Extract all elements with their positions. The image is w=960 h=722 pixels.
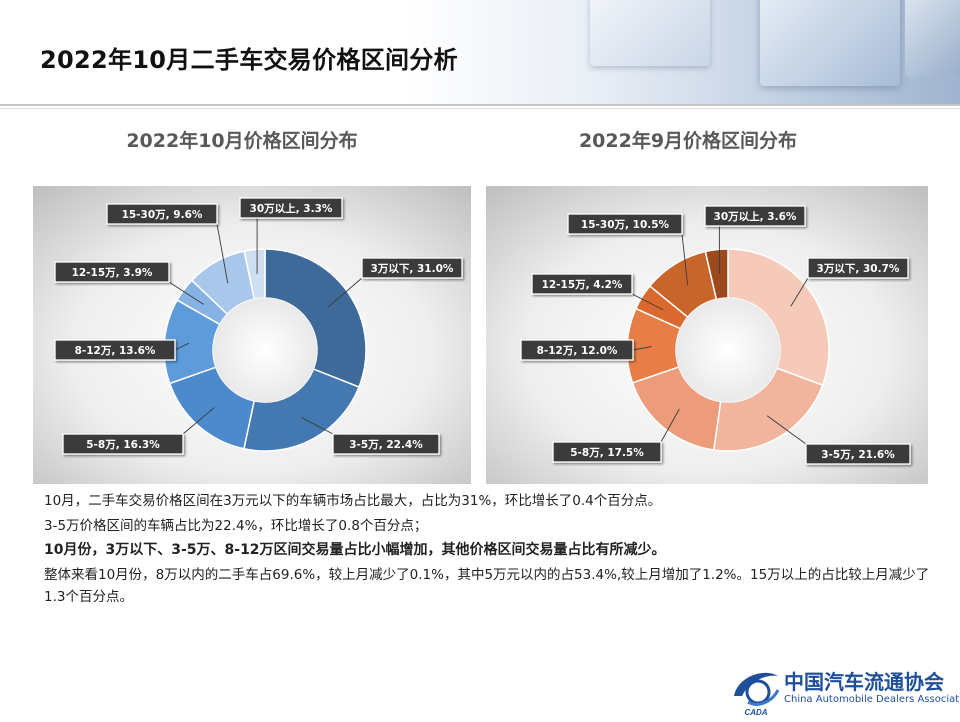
donut-center [676, 298, 780, 402]
page-title: 2022年10月二手车交易价格区间分析 [40, 46, 458, 74]
leader-line [790, 277, 809, 307]
cada-logo-icon: CADA [734, 672, 780, 717]
leader-line [766, 415, 807, 445]
header-banner: 2022年10月二手车交易价格区间分析 [0, 0, 960, 104]
data-label-text: 3万以下, 30.7% [817, 263, 900, 275]
donut-center [213, 298, 317, 402]
data-label: 3-5万, 21.6% [805, 443, 911, 465]
data-label-text: 30万以上, 3.3% [250, 202, 333, 215]
logo-name-en: China Automobile Dealers Association [784, 694, 960, 705]
data-label-text: 5-8万, 16.3% [86, 439, 160, 451]
leader-line [174, 342, 190, 351]
leader-line [632, 346, 652, 351]
data-label-text: 8-12万, 13.6% [75, 345, 156, 357]
data-label-text: 15-30万, 10.5% [581, 219, 670, 231]
leader-line [300, 417, 334, 435]
leader-line [660, 408, 680, 443]
data-label: 3万以下, 31.0% [361, 257, 463, 279]
donut-chart-october: 3万以下, 31.0% 3-5万, 22.4% 5-8万, 16.3% 8-12万, … [33, 186, 471, 484]
chart-title-september: 2022年9月价格区间分布 [578, 130, 798, 152]
data-label: 12-15万, 3.9% [54, 261, 170, 283]
analysis-line: 整体来看10月份，8万以内的二手车占69.6%，较上月减少了0.1%，其中5万元… [44, 566, 930, 605]
data-label: 3万以下, 30.7% [807, 257, 909, 279]
data-label: 5-8万, 17.5% [552, 441, 662, 463]
leader-line [216, 223, 229, 284]
data-label-text: 12-15万, 3.9% [72, 267, 153, 279]
association-logo: CADA 中国汽车流通协会 China Automobile Dealers A… [728, 662, 960, 718]
analysis-line: 3-5万价格区间的车辆占比为22.4%，环比增长了0.8个百分点； [44, 517, 428, 534]
data-label: 30万以上, 3.3% [239, 197, 343, 219]
logo-mark-text: CADA [744, 708, 767, 717]
leader-line [631, 293, 664, 311]
data-label: 12-15万, 4.2% [531, 273, 633, 295]
donut-chart-september: 3万以下, 30.7% 3-5万, 21.6% 5-8万, 17.5% 8-12万, … [486, 186, 928, 484]
analysis-line: 10月，二手车交易价格区间在3万元以下的车辆市场占比最大，占比为31%，环比增长… [44, 493, 662, 509]
data-label-text: 3万以下, 31.0% [371, 263, 454, 275]
leader-line [327, 277, 363, 308]
data-label-text: 3-5万, 22.4% [349, 439, 423, 451]
data-label-text: 5-8万, 17.5% [570, 447, 644, 459]
banner-cube-decoration [760, 0, 900, 86]
data-label-text: 8-12万, 12.0% [537, 345, 618, 357]
leader-line [182, 407, 215, 435]
data-label-text: 3-5万, 21.6% [821, 449, 895, 461]
banner-cube-decoration [905, 0, 960, 76]
banner-cube-decoration [590, 0, 710, 66]
data-label: 3-5万, 22.4% [332, 433, 440, 455]
header-divider [0, 104, 960, 106]
data-label: 8-12万, 12.0% [520, 339, 634, 361]
data-label: 15-30万, 9.6% [106, 203, 218, 225]
data-label: 8-12万, 13.6% [54, 339, 176, 361]
header-divider [0, 108, 960, 109]
data-label-text: 30万以上, 3.6% [714, 210, 797, 223]
analysis-text: 10月，二手车交易价格区间在3万元以下的车辆市场占比最大，占比为31%，环比增长… [44, 490, 944, 610]
analysis-highlight: 10月份，3万以下、3-5万、8-12万区间交易量占比小幅增加，其他价格区间交易… [44, 542, 666, 558]
data-label-text: 12-15万, 4.2% [542, 279, 623, 291]
data-label: 15-30万, 10.5% [567, 213, 683, 235]
data-label-text: 15-30万, 9.6% [122, 209, 203, 221]
data-label: 5-8万, 16.3% [62, 433, 184, 455]
chart-title-october: 2022年10月价格区间分布 [126, 130, 358, 152]
leader-line [168, 281, 204, 305]
data-label: 30万以上, 3.6% [704, 205, 806, 227]
leader-line [681, 233, 689, 286]
logo-name-cn: 中国汽车流通协会 [784, 670, 944, 694]
